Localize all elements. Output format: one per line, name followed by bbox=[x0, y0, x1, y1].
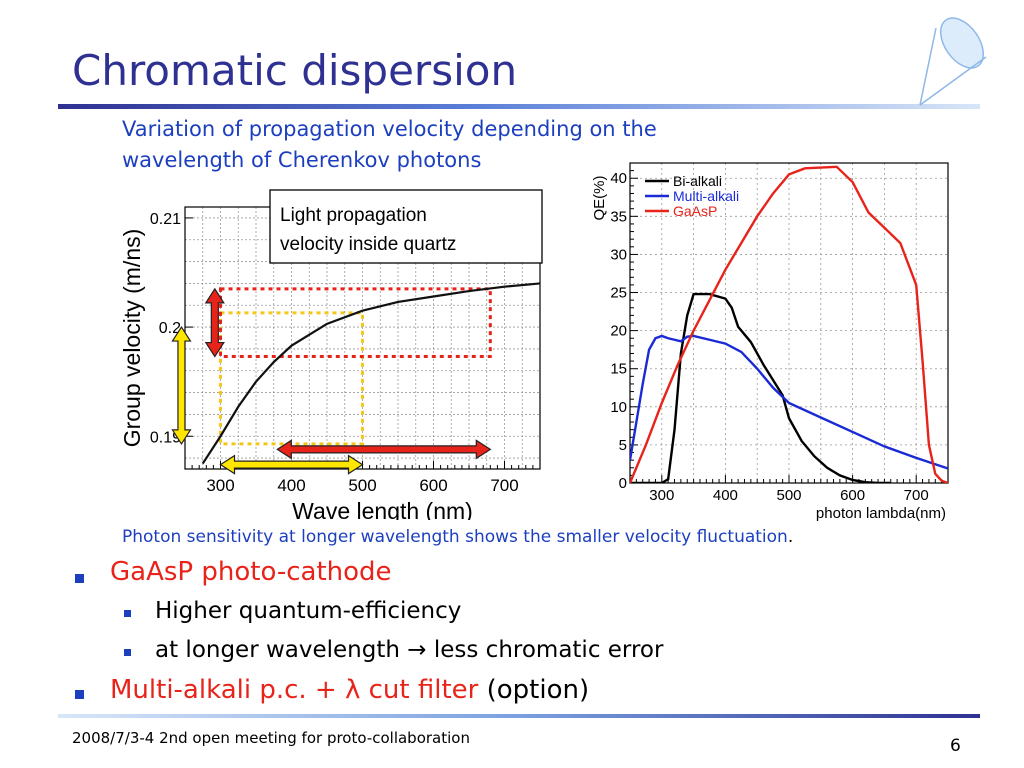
x-tick-label: 300 bbox=[649, 487, 674, 504]
slide-subtitle: Variation of propagation velocity depend… bbox=[122, 114, 782, 176]
chart-caption: Photon sensitivity at longer wavelength … bbox=[122, 527, 793, 547]
x-tick-label: 700 bbox=[904, 487, 929, 504]
x-tick-label: 500 bbox=[776, 487, 801, 504]
y-tick-label: 30 bbox=[610, 246, 627, 263]
y-axis-label: QE(%) bbox=[591, 175, 608, 220]
cone-logo-icon bbox=[919, 17, 987, 106]
x-axis-label: Wave length (nm) bbox=[292, 498, 473, 520]
caption-text: Photon sensitivity at longer wavelength … bbox=[122, 527, 788, 547]
x-tick-label: 400 bbox=[277, 476, 305, 495]
qe-series-bi-alkali bbox=[630, 292, 891, 483]
sub-bullet-qe: Higher quantum-efficiency bbox=[155, 598, 462, 624]
x-tick-label: 400 bbox=[713, 487, 738, 504]
bullet-gaasp: GaAsP photo-cathode bbox=[110, 557, 392, 587]
subtitle-line-2: wavelength of Cherenkov photons bbox=[122, 148, 482, 172]
velocity-curve bbox=[201, 282, 540, 465]
slide-title: Chromatic dispersion bbox=[72, 46, 518, 95]
y-tick-label: 35 bbox=[610, 208, 627, 225]
y-tick-label: 15 bbox=[610, 361, 627, 378]
qe-chart: 300 400 500 600 700 0 5 10 15 20 25 30 35 40 photon la… bbox=[591, 162, 949, 522]
red-horizontal-arrow bbox=[276, 439, 492, 460]
y-tick-label: 0.19 bbox=[150, 429, 181, 446]
qe-series-gaasp bbox=[630, 165, 948, 483]
subtitle-line-1: Variation of propagation velocity depend… bbox=[122, 117, 657, 141]
x-tick-label: 300 bbox=[206, 476, 234, 495]
y-tick-label: 5 bbox=[619, 437, 627, 454]
bullet-multi-alkali-text: Multi-alkali p.c. + λ cut filter bbox=[110, 675, 479, 705]
sub-bullet-marker bbox=[124, 610, 131, 617]
qe-series-multi-alkali bbox=[630, 334, 948, 470]
legend-label-gaasp: GaAsP bbox=[673, 203, 717, 219]
annotation-text-line-2: velocity inside quartz bbox=[280, 234, 456, 255]
page-number: 6 bbox=[950, 736, 961, 756]
bullet-multi-alkali: Multi-alkali p.c. + λ cut filter (option… bbox=[110, 675, 589, 705]
annotation-text-line-1: Light propagation bbox=[280, 205, 427, 226]
caption-period: . bbox=[787, 527, 794, 547]
annotation-box bbox=[269, 189, 543, 264]
red-vertical-arrow bbox=[204, 287, 225, 358]
bullet-option-text: (option) bbox=[486, 675, 590, 705]
bullet-marker bbox=[75, 574, 84, 583]
velocity-chart: 300 400 500 600 700 0.19 0.2 0.21 Wave length (n… bbox=[119, 189, 543, 520]
y-tick-label: 0 bbox=[619, 475, 627, 492]
legend-label-bi-alkali: Bi-alkali bbox=[673, 173, 722, 189]
y-tick-label: 10 bbox=[610, 399, 627, 416]
bullet-marker bbox=[75, 690, 84, 699]
footer-divider bbox=[58, 714, 980, 718]
sub-bullet-longer-wavelength: at longer wavelength → less chromatic er… bbox=[155, 637, 664, 663]
x-tick-label: 500 bbox=[348, 476, 376, 495]
footer-text: 2008/7/3-4 2nd open meeting for proto-co… bbox=[72, 729, 470, 747]
sub-bullet-marker bbox=[124, 649, 131, 656]
red-dotted-box bbox=[219, 287, 492, 359]
title-divider bbox=[58, 104, 980, 109]
y-tick-label: 25 bbox=[610, 285, 627, 302]
yellow-horizontal-arrow bbox=[219, 454, 364, 475]
y-tick-label: 0.2 bbox=[159, 320, 181, 337]
x-tick-label: 600 bbox=[419, 476, 447, 495]
legend-label-multi-alkali: Multi-alkali bbox=[673, 188, 739, 204]
x-tick-label: 700 bbox=[490, 476, 518, 495]
y-tick-label: 40 bbox=[610, 170, 627, 187]
x-tick-label: 600 bbox=[840, 487, 865, 504]
x-axis-label: photon lambda(nm) bbox=[816, 505, 946, 522]
y-tick-label: 20 bbox=[610, 323, 627, 340]
y-axis-label: Group velocity (m/ns) bbox=[119, 229, 145, 448]
y-tick-label: 0.21 bbox=[150, 211, 181, 228]
yellow-vertical-arrow bbox=[171, 325, 192, 446]
